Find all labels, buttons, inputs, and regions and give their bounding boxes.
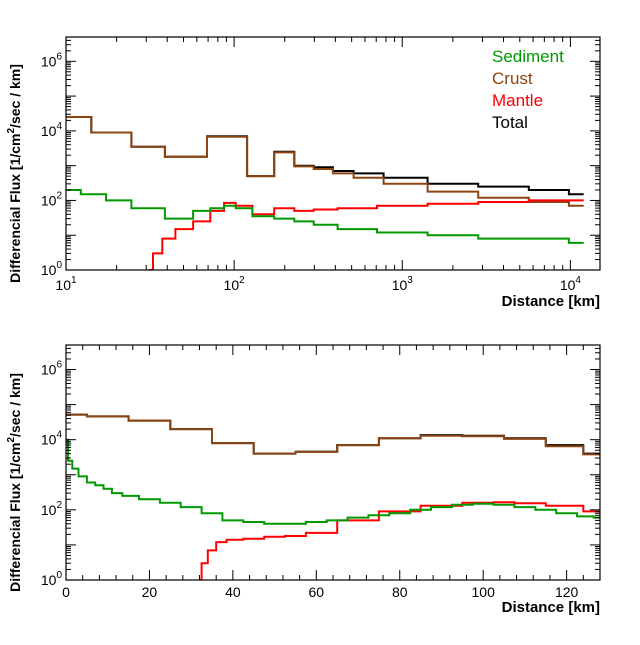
series-line-4 — [66, 438, 600, 525]
series-line-4 — [66, 189, 584, 244]
x-tick-label: 103 — [392, 275, 414, 293]
y-tick-label: 100 — [41, 260, 63, 278]
series-line-3 — [199, 501, 600, 580]
x-tick-label: 120 — [555, 584, 579, 600]
plot-frame — [65, 36, 601, 271]
series-group — [66, 413, 600, 580]
x-tick-label: 40 — [225, 584, 241, 600]
x-tick-label: 80 — [392, 584, 408, 600]
x-tick-label: 104 — [560, 275, 582, 293]
series-line-3 — [148, 199, 584, 270]
x-tick-label: 102 — [224, 275, 246, 293]
y-tick-label: 100 — [41, 570, 63, 588]
legend-entry-sediment: Sediment — [492, 47, 564, 66]
y-tick-label: 102 — [41, 500, 63, 518]
plot-frame — [65, 344, 601, 581]
y-axis-label: Differencial Flux [1/cm2/sec / km] — [6, 373, 23, 592]
x-axis-label: Distance [km] — [502, 293, 600, 310]
y-tick-label: 102 — [41, 190, 63, 208]
x-tick-label: 100 — [472, 584, 496, 600]
y-tick-label: 106 — [41, 360, 63, 378]
y-axis-label: Differencial Flux [1/cm2/sec / km] — [6, 64, 23, 283]
x-axis-label: Distance [km] — [502, 599, 600, 616]
y-tick-label: 104 — [41, 430, 63, 448]
legend-entry-crust: Crust — [492, 69, 533, 88]
x-tick-label: 20 — [142, 584, 158, 600]
y-tick-label: 106 — [41, 51, 63, 69]
x-tick-label: 60 — [309, 584, 325, 600]
x-tick-label: 0 — [62, 584, 70, 600]
legend-entry-total: Total — [492, 113, 528, 132]
series-group — [66, 116, 584, 270]
y-tick-label: 104 — [41, 121, 63, 139]
legend-entry-mantle: Mantle — [492, 91, 543, 110]
series-line-2 — [66, 413, 600, 456]
series-line-2 — [66, 116, 584, 207]
x-tick-label: 101 — [55, 275, 77, 293]
